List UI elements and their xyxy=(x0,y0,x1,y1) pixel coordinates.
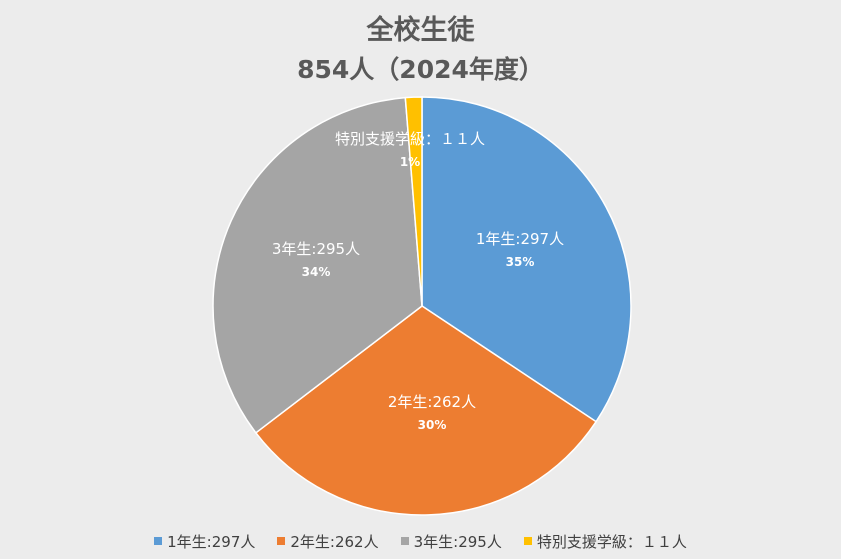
percent-label-2nensei: 30% xyxy=(418,418,447,432)
legend-label-1: 1年生:297人 xyxy=(167,532,256,551)
pie-slice-tokubetsu-shien xyxy=(404,96,423,307)
data-label-3nensei: 3年生:295人 xyxy=(272,240,360,258)
legend-item-4: 特別支援学級：１１人 xyxy=(523,531,687,552)
chart-title: 全校生徒 xyxy=(366,15,475,46)
legend-item-3: 3年生:295人 xyxy=(400,531,502,552)
data-label-1nensei: 1年生:297人 xyxy=(476,230,564,248)
legend: 1年生:297人 2年生:262人 3年生:295人 特別支援学級：１１人 xyxy=(0,528,841,554)
chart-subtitle: 854人（2024年度） xyxy=(297,55,544,84)
legend-item-1: 1年生:297人 xyxy=(154,531,255,552)
legend-swatch-2 xyxy=(277,537,286,545)
legend-item-2: 2年生:262人 xyxy=(277,531,379,552)
legend-swatch-3 xyxy=(400,537,409,545)
pie-slice-3nensei xyxy=(212,96,423,434)
data-label-tokubetsu-shien: 特別支援学級：１１人 xyxy=(335,130,485,148)
percent-label-tokubetsu-shien: 1% xyxy=(400,155,420,169)
pie-slice-2nensei xyxy=(254,305,598,516)
percent-label-3nensei: 34% xyxy=(302,265,331,279)
percent-label-1nensei: 35% xyxy=(506,255,535,269)
legend-label-2: 2年生:262人 xyxy=(290,532,379,551)
data-label-2nensei: 2年生:262人 xyxy=(388,393,476,411)
legend-swatch-1 xyxy=(154,537,163,545)
legend-label-3: 3年生:295人 xyxy=(413,532,502,551)
legend-swatch-4 xyxy=(523,537,532,545)
legend-label-4: 特別支援学級：１１人 xyxy=(536,532,687,551)
